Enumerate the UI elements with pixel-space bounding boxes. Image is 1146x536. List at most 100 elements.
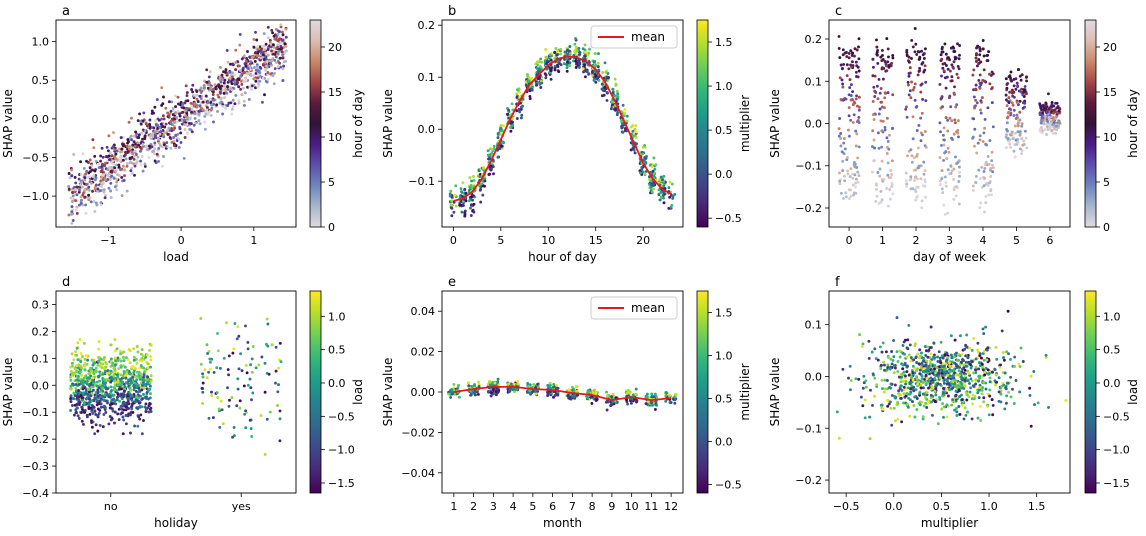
scatter-point: [156, 117, 160, 121]
scatter-point: [264, 42, 268, 46]
scatter-point: [857, 37, 861, 41]
scatter-point: [186, 99, 190, 103]
scatter-point: [85, 396, 89, 400]
scatter-point: [891, 192, 895, 196]
scatter-point: [919, 131, 923, 135]
scatter-point: [273, 58, 277, 62]
scatter-point: [957, 135, 960, 139]
scatter-point: [140, 398, 144, 401]
scatter-point: [92, 405, 96, 409]
scatter-point: [1008, 142, 1012, 146]
scatter-point: [977, 58, 981, 62]
scatter-point: [461, 204, 465, 207]
scatter-point: [489, 394, 493, 398]
scatter-point: [546, 59, 549, 63]
scatter-point: [569, 393, 572, 397]
scatter-point: [496, 390, 500, 394]
x-tick-label: 5: [529, 500, 536, 513]
colorbar-gradient: [1084, 19, 1097, 228]
scatter-point: [905, 50, 909, 54]
scatter-point: [528, 97, 532, 101]
scatter-point: [216, 109, 219, 113]
scatter-point: [270, 343, 274, 347]
scatter-point: [265, 60, 269, 63]
scatter-point: [586, 53, 590, 57]
scatter-point: [135, 406, 139, 410]
scatter-point: [1043, 108, 1046, 112]
panel-letter: d: [62, 275, 70, 290]
scatter-point: [128, 386, 132, 390]
scatter-point: [170, 140, 174, 144]
scatter-point: [133, 149, 137, 153]
scatter-point: [284, 35, 288, 39]
scatter-point: [250, 357, 254, 361]
scatter-point: [917, 123, 921, 127]
scatter-point: [88, 376, 91, 380]
scatter-point: [1016, 130, 1020, 134]
scatter-point: [84, 211, 88, 215]
scatter-point: [1054, 124, 1058, 128]
scatter-point: [939, 130, 942, 134]
scatter-point: [874, 182, 878, 186]
scatter-point: [283, 42, 287, 46]
scatter-point: [1018, 132, 1022, 135]
scatter-point: [643, 172, 647, 176]
scatter-point: [239, 87, 243, 91]
scatter-point: [257, 69, 260, 73]
scatter-point: [84, 374, 88, 378]
scatter-point: [952, 167, 956, 171]
scatter-point: [208, 98, 212, 101]
x-tick-label: 0: [846, 234, 853, 247]
scatter-point: [881, 179, 885, 183]
scatter-point: [593, 52, 597, 55]
scatter-point: [130, 150, 134, 154]
x-tick-label: 1: [450, 500, 457, 513]
scatter-point: [276, 404, 279, 407]
scatter-point: [281, 56, 285, 60]
scatter-point: [909, 96, 913, 100]
mean-line: [453, 55, 673, 202]
scatter-point: [875, 52, 879, 56]
scatter-point: [971, 135, 975, 139]
x-tick-label: 5: [497, 234, 504, 247]
scatter-point: [941, 62, 945, 66]
scatter-point: [108, 376, 112, 380]
scatter-point: [199, 97, 203, 100]
scatter-point: [148, 384, 152, 388]
scatter-point: [177, 137, 181, 141]
scatter-point: [218, 425, 222, 429]
scatter-point: [652, 401, 655, 405]
scatter-point: [173, 94, 177, 98]
scatter-point: [883, 60, 887, 63]
scatter-point: [472, 178, 476, 182]
scatter-point: [284, 59, 288, 63]
scatter-point: [873, 146, 876, 150]
scatter-point: [875, 45, 879, 49]
scatter-point: [127, 412, 131, 416]
scatter-point: [912, 179, 916, 182]
scatter-point: [463, 211, 467, 215]
scatter-point: [450, 203, 454, 207]
scatter-point: [912, 156, 916, 160]
scatter-point: [279, 44, 283, 48]
y-tick-label: −1.0: [22, 190, 49, 203]
scatter-point: [838, 182, 842, 186]
scatter-point: [134, 367, 137, 371]
scatter-point: [98, 408, 102, 412]
scatter-point: [149, 343, 153, 347]
scatter-point: [70, 174, 74, 178]
scatter-point: [242, 99, 246, 103]
scatter-point: [154, 134, 157, 137]
scatter-point: [978, 45, 981, 49]
scatter-point: [230, 88, 234, 92]
scatter-point: [626, 402, 630, 406]
scatter-point: [942, 69, 946, 73]
scatter-point: [857, 69, 861, 73]
scatter-point: [116, 412, 120, 416]
scatter-point: [267, 372, 271, 376]
scatter-point: [958, 44, 962, 47]
scatter-point: [849, 83, 853, 87]
scatter-point: [667, 393, 671, 397]
scatter-point: [232, 347, 236, 351]
